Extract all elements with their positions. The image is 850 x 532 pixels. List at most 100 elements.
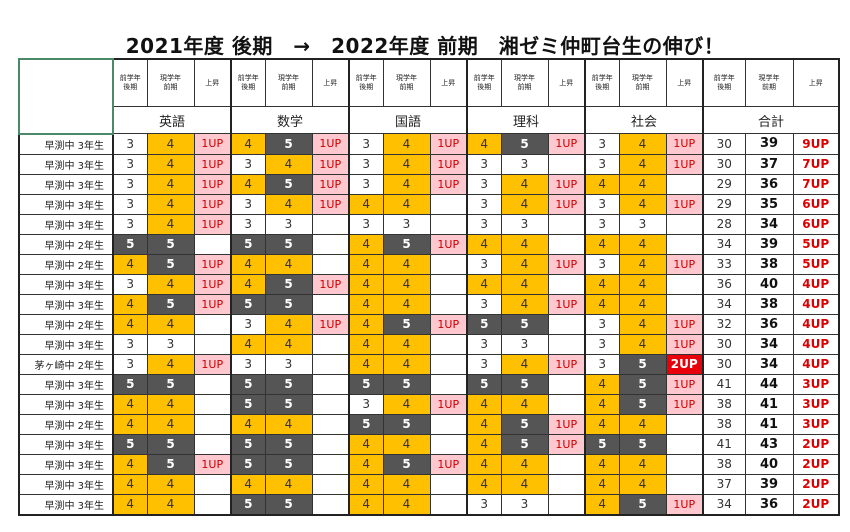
total-increase: 4UP xyxy=(792,353,840,375)
table-row: 早渕中 3年生 3 4 1UP 4 5 1UP 3 4 1UP 4 5 1UP 3 4 1UP 30 39 9UP xyxy=(18,133,840,155)
total-before: 34 xyxy=(702,493,746,515)
grade-cell: 3 xyxy=(584,193,620,215)
increase-badge xyxy=(547,473,586,495)
grade-cell: 5 xyxy=(382,313,431,335)
increase-badge xyxy=(193,393,232,415)
grade-cell: 4 xyxy=(618,233,667,255)
increase-badge xyxy=(429,213,468,235)
table-row: 早渕中 3年生 4 5 1UP 5 5 4 5 1UP 4 4 4 4 38 40 2UP xyxy=(18,453,840,475)
grade-cell: 4 xyxy=(500,193,549,215)
student-label: 早渕中 3年生 xyxy=(18,293,114,315)
total-before: 38 xyxy=(702,393,746,415)
student-label: 早渕中 3年生 xyxy=(18,473,114,495)
column-header-after: 現学年 前期 xyxy=(500,58,549,107)
increase-badge: 1UP xyxy=(665,253,704,275)
grade-cell: 5 xyxy=(382,373,431,395)
table-row: 早渕中 3年生 4 4 5 5 4 4 3 3 4 5 1UP 34 36 2UP xyxy=(18,493,840,515)
increase-badge xyxy=(311,413,350,435)
grade-cell: 4 xyxy=(146,473,195,495)
grade-cell: 4 xyxy=(618,133,667,155)
increase-badge: 1UP xyxy=(665,313,704,335)
grade-cell: 4 xyxy=(618,313,667,335)
increase-badge xyxy=(429,373,468,395)
grade-cell: 4 xyxy=(146,213,195,235)
increase-badge: 1UP xyxy=(547,133,586,155)
grade-cell: 4 xyxy=(146,193,195,215)
total-before: 37 xyxy=(702,473,746,495)
increase-badge xyxy=(547,333,586,355)
total-before: 30 xyxy=(702,353,746,375)
grade-cell: 3 xyxy=(500,493,549,515)
total-increase: 2UP xyxy=(792,493,840,515)
page-title: 2021年度 後期 → 2022年度 前期 湘ゼミ仲町台生の伸び！ xyxy=(125,34,725,58)
increase-badge: 1UP xyxy=(429,233,468,255)
grade-cell: 4 xyxy=(382,273,431,295)
grade-cell: 4 xyxy=(584,293,620,315)
subject-header: 社会 xyxy=(584,106,704,134)
increase-badge: 1UP xyxy=(311,273,350,295)
grade-cell: 3 xyxy=(618,213,667,235)
grade-cell: 5 xyxy=(146,453,195,475)
increase-badge xyxy=(429,193,468,215)
grade-cell: 4 xyxy=(466,473,502,495)
grade-cell: 5 xyxy=(230,453,266,475)
grade-cell: 3 xyxy=(584,313,620,335)
student-label: 早渕中 2年生 xyxy=(18,233,114,255)
corner-cell xyxy=(18,58,114,135)
grade-cell: 4 xyxy=(382,193,431,215)
student-label: 早渕中 3年生 xyxy=(18,153,114,175)
grade-cell: 3 xyxy=(382,213,431,235)
grade-cell: 4 xyxy=(264,413,313,435)
total-increase: 6UP xyxy=(792,213,840,235)
increase-badge xyxy=(665,433,704,455)
table-row: 早渕中 3年生 3 4 1UP 3 4 1UP 4 4 3 4 1UP 3 4 1UP 29 35 6UP xyxy=(18,193,840,215)
increase-badge: 1UP xyxy=(193,353,232,375)
grade-cell: 5 xyxy=(500,133,549,155)
increase-badge: 1UP xyxy=(429,153,468,175)
grade-cell: 4 xyxy=(500,453,549,475)
grade-cell: 5 xyxy=(348,373,384,395)
total-increase: 9UP xyxy=(792,133,840,155)
student-label: 早渕中 3年生 xyxy=(18,273,114,295)
increase-badge xyxy=(311,213,350,235)
grade-cell: 4 xyxy=(348,193,384,215)
grade-cell: 5 xyxy=(264,173,313,195)
grade-cell: 4 xyxy=(348,253,384,275)
increase-badge xyxy=(311,353,350,375)
grade-cell: 4 xyxy=(382,173,431,195)
increase-badge: 1UP xyxy=(193,293,232,315)
increase-badge: 1UP xyxy=(311,133,350,155)
grade-cell: 4 xyxy=(348,293,384,315)
grade-cell: 4 xyxy=(500,253,549,275)
total-increase: 4UP xyxy=(792,273,840,295)
grade-cell: 4 xyxy=(230,133,266,155)
increase-badge xyxy=(311,453,350,475)
increase-badge: 1UP xyxy=(193,253,232,275)
total-increase: 5UP xyxy=(792,233,840,255)
increase-badge xyxy=(547,453,586,475)
grade-cell: 4 xyxy=(500,173,549,195)
increase-badge: 1UP xyxy=(193,453,232,475)
subject-header: 合計 xyxy=(702,106,840,134)
grade-cell: 3 xyxy=(112,133,148,155)
student-label: 早渕中 2年生 xyxy=(18,313,114,335)
grade-cell: 3 xyxy=(264,213,313,235)
increase-badge xyxy=(547,273,586,295)
column-header-before: 前学年 後期 xyxy=(348,58,384,107)
total-increase: 7UP xyxy=(792,173,840,195)
grade-cell: 4 xyxy=(382,473,431,495)
grade-cell: 4 xyxy=(348,353,384,375)
grade-cell: 3 xyxy=(348,393,384,415)
grade-cell: 4 xyxy=(112,393,148,415)
grade-cell: 5 xyxy=(264,133,313,155)
increase-badge xyxy=(193,333,232,355)
total-before: 29 xyxy=(702,193,746,215)
grade-cell: 5 xyxy=(618,393,667,415)
grade-cell: 5 xyxy=(112,433,148,455)
grade-cell: 4 xyxy=(230,173,266,195)
grade-cell: 3 xyxy=(146,333,195,355)
grade-cell: 3 xyxy=(112,333,148,355)
total-after: 38 xyxy=(744,253,794,275)
student-label: 早渕中 3年生 xyxy=(18,173,114,195)
grade-cell: 4 xyxy=(112,413,148,435)
